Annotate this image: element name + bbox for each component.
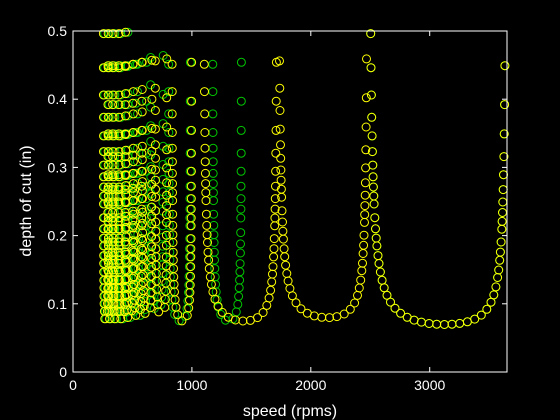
x-axis-label: speed (rpms) — [243, 403, 337, 420]
y-tick-label: 0.1 — [48, 296, 68, 312]
x-tick-label: 2000 — [295, 377, 326, 393]
y-tick-label: 0.5 — [48, 23, 68, 39]
y-tick-label: 0.2 — [48, 228, 68, 244]
y-axis-label: depth of cut (in) — [18, 145, 35, 256]
y-tick-label: 0.4 — [48, 91, 68, 107]
x-tick-label: 3000 — [414, 377, 445, 393]
x-tick-label: 0 — [69, 377, 77, 393]
y-tick-label: 0.3 — [48, 159, 68, 175]
x-tick-label: 1000 — [176, 377, 207, 393]
y-tick-label: 0 — [59, 364, 67, 380]
